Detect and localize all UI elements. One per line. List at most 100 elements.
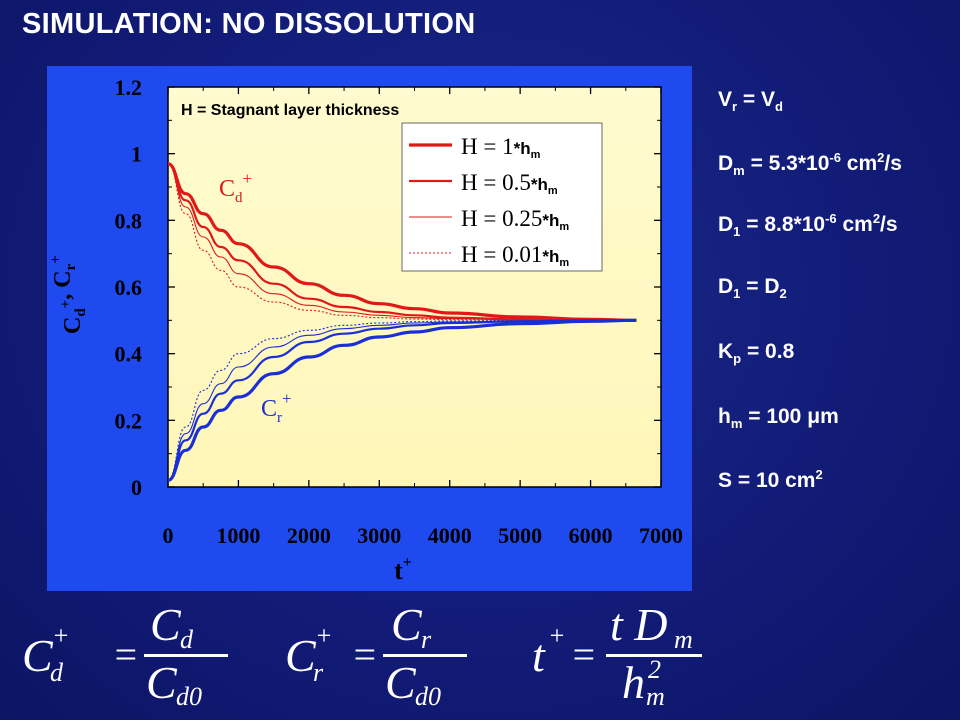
- eq-cd-num: C: [150, 599, 182, 650]
- y-tick-label: 0.4: [115, 342, 143, 367]
- eq-cr-equals: =: [351, 632, 378, 677]
- cd-curve-1: [167, 162, 637, 322]
- eq-cd-sup: +: [52, 621, 70, 650]
- eq-t-den-sub: m: [646, 682, 665, 706]
- plot-frame: 0 0.2 0.4 0.6 0.8 1 1.2 0 1000 2000 3000 4000 5000 60…: [47, 66, 692, 591]
- x-tick-label: 4000: [428, 523, 472, 548]
- param-unit: cm: [836, 213, 873, 236]
- eq-cd-den: C: [146, 657, 178, 706]
- eq-cd-lhs-sub: d: [50, 658, 64, 687]
- cd-curve-4: [167, 163, 637, 321]
- y-tick-label: 0.8: [115, 208, 143, 233]
- eq-cr-den-sub: d0: [415, 682, 441, 706]
- param-value: = 8.8*10: [740, 213, 826, 236]
- eq-cd-den-sub: d0: [176, 682, 202, 706]
- eq-cr-num-sub: r: [421, 625, 432, 654]
- eq-t-num-sub: m: [674, 625, 693, 654]
- y-axis-label: Cd+, Cr+: [48, 255, 89, 334]
- cr-curve-4: [167, 319, 637, 481]
- eq-cd-fraction-bar: [144, 654, 228, 657]
- x-tick-label: 2000: [287, 523, 331, 548]
- eq-t-den: h: [622, 657, 645, 706]
- param-unit: μ: [807, 405, 821, 428]
- eq-cd-equals: =: [112, 632, 139, 677]
- stagnant-layer-note: H = Stagnant layer thickness: [181, 102, 399, 119]
- param-value: = 100: [742, 405, 808, 428]
- param-exponent: -6: [825, 211, 837, 226]
- x-tick-label: 5000: [498, 523, 542, 548]
- param-value: = D: [740, 275, 780, 298]
- x-tick-label: 3000: [357, 523, 401, 548]
- param-symbol: D: [718, 275, 734, 298]
- param-kp: Kp = 0.8: [718, 340, 794, 366]
- eq-t-lhs: t: [532, 630, 546, 681]
- y-tick-label: 0.2: [115, 408, 143, 433]
- y-tick-label: 1.2: [115, 75, 143, 100]
- equation-cd: C d + = C d C d0: [22, 599, 228, 706]
- param-dm: Dm = 5.3*10-6 cm2/s: [718, 150, 902, 178]
- concentration-chart: 0 0.2 0.4 0.6 0.8 1 1.2 0 1000 2000 3000 4000 5000 60…: [48, 75, 683, 585]
- equation-cr: C r + = C r C d0: [285, 599, 467, 706]
- equation-t: t + = t D m h m 2: [532, 599, 702, 706]
- param-subscript: 2: [779, 286, 787, 302]
- param-d1-d2: D1 = D2: [718, 275, 787, 301]
- param-unit: /s: [880, 213, 898, 236]
- y-tick-label: 0: [131, 475, 142, 500]
- eq-cd-num-sub: d: [180, 625, 194, 654]
- param-symbol: D: [718, 152, 734, 175]
- x-tick-label: 6000: [569, 523, 613, 548]
- param-subscript: r: [732, 99, 738, 115]
- eq-cr-lhs: C: [285, 630, 317, 681]
- param-subscript: 1: [733, 224, 741, 240]
- param-symbol: V: [718, 88, 733, 111]
- annotation-cr: Cr+: [261, 389, 292, 426]
- legend-label: H = 0.01*hm: [461, 242, 569, 269]
- eq-cr-num: C: [391, 599, 423, 650]
- param-unit: /s: [884, 152, 902, 175]
- eq-cr-den: C: [385, 657, 417, 706]
- param-exponent: 2: [877, 150, 885, 165]
- param-value: S = 10 cm: [718, 469, 816, 492]
- annotation-cd: Cd+: [219, 169, 252, 206]
- x-tick-label: 7000: [639, 523, 683, 548]
- param-velocity: Vr = Vd: [718, 88, 783, 114]
- param-symbol: K: [718, 340, 734, 363]
- param-symbol: h: [718, 405, 731, 428]
- eq-t-num: t D: [610, 599, 668, 650]
- param-unit: cm: [840, 152, 878, 175]
- param-value: = 5.3*10: [744, 152, 830, 175]
- eq-t-fraction-bar: [606, 654, 702, 657]
- eq-cr-lhs-sub: r: [313, 658, 324, 687]
- param-value: = V: [737, 88, 776, 111]
- param-exponent: -6: [829, 150, 841, 165]
- legend-label: H = 0.5*hm: [461, 170, 558, 197]
- y-tick-label: 0.6: [115, 275, 143, 300]
- legend-box: [401, 122, 603, 272]
- x-tick-label: 1000: [216, 523, 260, 548]
- cr-curve-1: [167, 318, 637, 482]
- eq-cr-fraction-bar: [383, 654, 467, 657]
- param-subscript: m: [730, 416, 743, 432]
- x-axis-label: t+: [394, 554, 412, 585]
- slide-title: SIMULATION: NO DISSOLUTION: [22, 8, 476, 40]
- cd-curve-3: [167, 163, 637, 321]
- param-hm: hm = 100 μm: [718, 405, 839, 431]
- legend-label: H = 0.25*hm: [461, 206, 569, 233]
- eq-t-sup: +: [548, 621, 566, 650]
- param-exponent: 2: [872, 211, 881, 226]
- legend-label: H = 1*hm: [461, 134, 541, 161]
- param-d1: D1 = 8.8*10-6 cm2/s: [718, 211, 898, 239]
- param-subscript: p: [733, 351, 742, 367]
- param-subscript: 1: [733, 286, 741, 302]
- cr-curve-3: [167, 319, 637, 481]
- eq-cd-lhs: C: [22, 630, 54, 681]
- eq-t-equals: =: [570, 632, 597, 677]
- eq-t-den-sup: 2: [648, 655, 661, 684]
- param-unit: m: [820, 405, 839, 428]
- param-subscript: m: [733, 163, 745, 179]
- y-tick-label: 1: [131, 142, 142, 167]
- parameter-list: Vr = Vd Dm = 5.3*10-6 cm2/s D1 = 8.8*10-…: [718, 0, 958, 560]
- x-tick-label: 0: [163, 523, 174, 548]
- param-s: S = 10 cm2: [718, 467, 823, 493]
- param-exponent: 2: [815, 467, 823, 482]
